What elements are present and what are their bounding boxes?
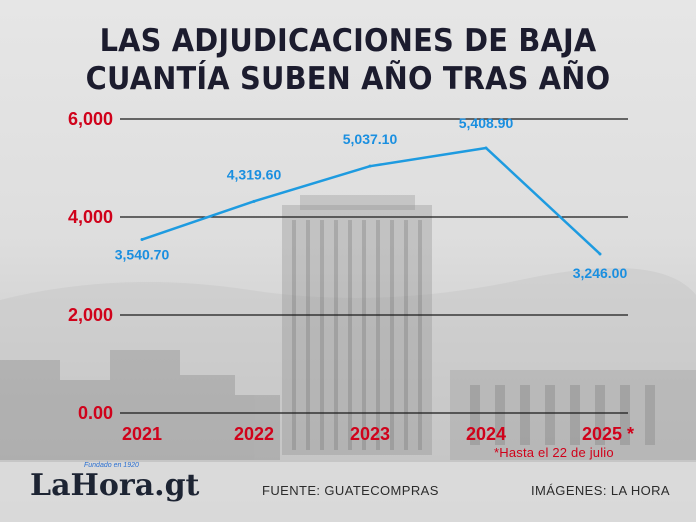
title-line-1: LAS ADJUDICACIONES DE BAJA bbox=[99, 23, 597, 59]
lahora-logo: LaHora.gt Fundado en 1920 bbox=[30, 462, 200, 503]
x-tick-label: 2021 bbox=[122, 424, 162, 444]
footer-bar bbox=[0, 462, 696, 522]
x-axis-ticks: 2021 2022 2023 2024 2025 * bbox=[122, 424, 634, 444]
y-tick-label: 4,000 bbox=[68, 207, 113, 227]
x-tick-label: 2024 bbox=[466, 424, 506, 444]
title-line-2: CUANTÍA SUBEN AÑO TRAS AÑO bbox=[85, 61, 611, 97]
image-credit: IMÁGENES: LA HORA bbox=[531, 483, 671, 498]
series-line bbox=[141, 146, 601, 255]
data-label: 3,246.00 bbox=[573, 265, 628, 281]
y-tick-label: 0.00 bbox=[78, 403, 113, 423]
data-label: 5,037.10 bbox=[343, 131, 398, 147]
y-tick-label: 2,000 bbox=[68, 305, 113, 325]
data-point bbox=[140, 238, 144, 242]
series-line-layer bbox=[140, 146, 602, 256]
data-label: 4,319.60 bbox=[227, 166, 282, 182]
data-point bbox=[368, 164, 372, 168]
data-point bbox=[598, 252, 602, 256]
y-axis-ticks: 0.00 2,000 4,000 6,000 bbox=[68, 109, 113, 423]
x-tick-label: 2023 bbox=[350, 424, 390, 444]
footnote: *Hasta el 22 de julio bbox=[494, 445, 614, 460]
source-text: FUENTE: GUATECOMPRAS bbox=[262, 483, 439, 498]
data-point bbox=[252, 199, 256, 203]
grid bbox=[120, 118, 628, 414]
data-label: 3,540.70 bbox=[115, 247, 170, 263]
logo-tagline: Fundado en 1920 bbox=[84, 462, 139, 469]
chart-title: LAS ADJUDICACIONES DE BAJA CUANTÍA SUBEN… bbox=[24, 22, 671, 98]
logo-text: LaHora.gt bbox=[30, 468, 200, 503]
x-tick-label: 2022 bbox=[234, 424, 274, 444]
data-label-layer: 3,540.70 4,319.60 5,037.10 5,408.90 3,246.00 bbox=[115, 115, 628, 281]
data-label: 5,408.90 bbox=[459, 115, 514, 131]
y-tick-label: 6,000 bbox=[68, 109, 113, 129]
x-tick-label: 2025 * bbox=[582, 424, 634, 444]
data-point bbox=[484, 146, 488, 150]
